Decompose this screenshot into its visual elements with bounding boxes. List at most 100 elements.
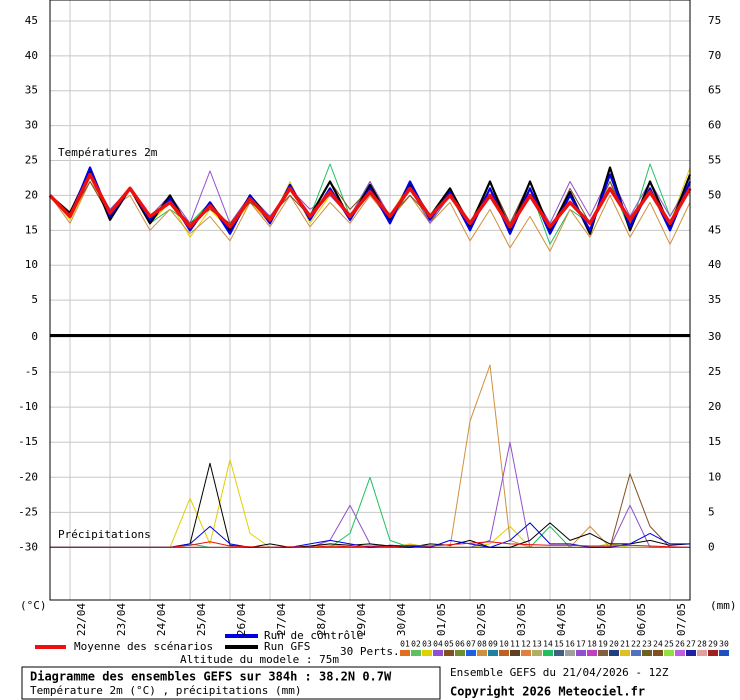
pert-label: 11	[510, 640, 520, 649]
legend-gfs: Run GFS	[264, 640, 310, 653]
y-tick-label: -10	[18, 400, 38, 413]
altitude: Altitude du modele : 75m	[180, 653, 339, 666]
y2-tick-label: 15	[708, 435, 721, 448]
y-tick-label: 35	[25, 84, 38, 97]
y2-tick-label: 20	[708, 400, 721, 413]
y-tick-label: 25	[25, 154, 38, 167]
x-tick-label: 22/04	[75, 603, 88, 636]
pert-label: 22	[631, 640, 641, 649]
y2-tick-label: 40	[708, 258, 721, 271]
pert-label: 17	[576, 640, 586, 649]
x-tick-label: 23/04	[115, 603, 128, 636]
pert-swatch	[609, 650, 619, 656]
pert-swatch	[455, 650, 465, 656]
pert-swatch	[653, 650, 663, 656]
pert-swatch	[433, 650, 443, 656]
pert-label: 29	[708, 640, 718, 649]
y2-tick-label: 45	[708, 223, 721, 236]
pert-swatch	[631, 650, 641, 656]
pert-label: 03	[422, 640, 432, 649]
pert-swatch	[686, 650, 696, 656]
legend-mean: Moyenne des scénarios	[74, 640, 213, 653]
series-line	[49, 181, 691, 252]
pert-label: 10	[499, 640, 509, 649]
pert-swatch	[499, 650, 509, 656]
pert-label: 23	[642, 640, 652, 649]
x-tick-label: 29/04	[355, 603, 368, 636]
x-tick-label: 06/05	[635, 603, 648, 636]
series-line	[48, 172, 692, 229]
y-tick-label: -5	[25, 365, 38, 378]
pert-swatch	[466, 650, 476, 656]
pert-label: 05	[444, 640, 454, 649]
y2-tick-label: 50	[708, 188, 721, 201]
y-tick-label: -20	[18, 470, 38, 483]
pert-label: 16	[565, 640, 575, 649]
y2-tick-label: 25	[708, 365, 721, 378]
y2-tick-label: 5	[708, 505, 715, 518]
pert-swatch	[510, 650, 520, 656]
x-tick-label: 27/04	[275, 603, 288, 636]
pert-swatch	[587, 650, 597, 656]
info-box	[21, 666, 441, 700]
pert-label: 19	[598, 640, 608, 649]
pert-label: 04	[433, 640, 443, 649]
pert-swatch	[719, 650, 729, 656]
y-tick-label: 20	[25, 188, 38, 201]
pert-label: 24	[653, 640, 663, 649]
pert-label: 12	[521, 640, 531, 649]
y-tick-label: 10	[25, 258, 38, 271]
legend-control: Run de contrôle	[264, 629, 363, 642]
pert-swatch	[422, 650, 432, 656]
temp-title: Températures 2m	[58, 146, 158, 159]
pert-label: 15	[554, 640, 564, 649]
pert-swatch	[543, 650, 553, 656]
y2-tick-label: 10	[708, 470, 721, 483]
pert-label: 01	[400, 640, 410, 649]
x-tick-label: 04/05	[555, 603, 568, 636]
grid	[50, 0, 690, 600]
x-tick-label: 26/04	[235, 603, 248, 636]
x-tick-label: 07/05	[675, 603, 688, 636]
y-tick-label: 30	[25, 119, 38, 132]
pert-swatch	[488, 650, 498, 656]
y2-tick-label: 75	[708, 14, 721, 27]
y-tick-label: -30	[18, 540, 38, 553]
x-tick-label: 03/05	[515, 603, 528, 636]
pert-swatch	[477, 650, 487, 656]
x-tick-label: 24/04	[155, 603, 168, 636]
pert-swatch	[675, 650, 685, 656]
y2-tick-label: 55	[708, 154, 721, 167]
pert-label: 13	[532, 640, 542, 649]
y-tick-label: 0	[31, 330, 38, 343]
pert-label: 21	[620, 640, 630, 649]
pert-label: 09	[488, 640, 498, 649]
pert-label: 07	[466, 640, 476, 649]
pert-label: 20	[609, 640, 619, 649]
y2-tick-label: 0	[708, 540, 715, 553]
pert-label: 02	[411, 640, 421, 649]
pert-label: 14	[543, 640, 553, 649]
series-line	[49, 170, 691, 224]
pert-label: 18	[587, 640, 597, 649]
pert-swatch	[576, 650, 586, 656]
run-info: Ensemble GEFS du 21/04/2026 - 12Z	[450, 666, 669, 679]
pert-swatch	[411, 650, 421, 656]
pert-swatch	[642, 650, 652, 656]
pert-swatch	[598, 650, 608, 656]
pert-swatch	[521, 650, 531, 656]
y-tick-label: -15	[18, 435, 38, 448]
x-tick-label: 25/04	[195, 603, 208, 636]
pert-label: 28	[697, 640, 707, 649]
pert-swatch	[697, 650, 707, 656]
y2-tick-label: 65	[708, 84, 721, 97]
pert-swatch	[554, 650, 564, 656]
pert-label: 27	[686, 640, 696, 649]
y-tick-label: 15	[25, 223, 38, 236]
unit-right: (mm)	[710, 599, 737, 612]
info-subtitle: Température 2m (°C) , précipitations (mm…	[30, 684, 302, 697]
y2-tick-label: 70	[708, 49, 721, 62]
y2-tick-label: 60	[708, 119, 721, 132]
